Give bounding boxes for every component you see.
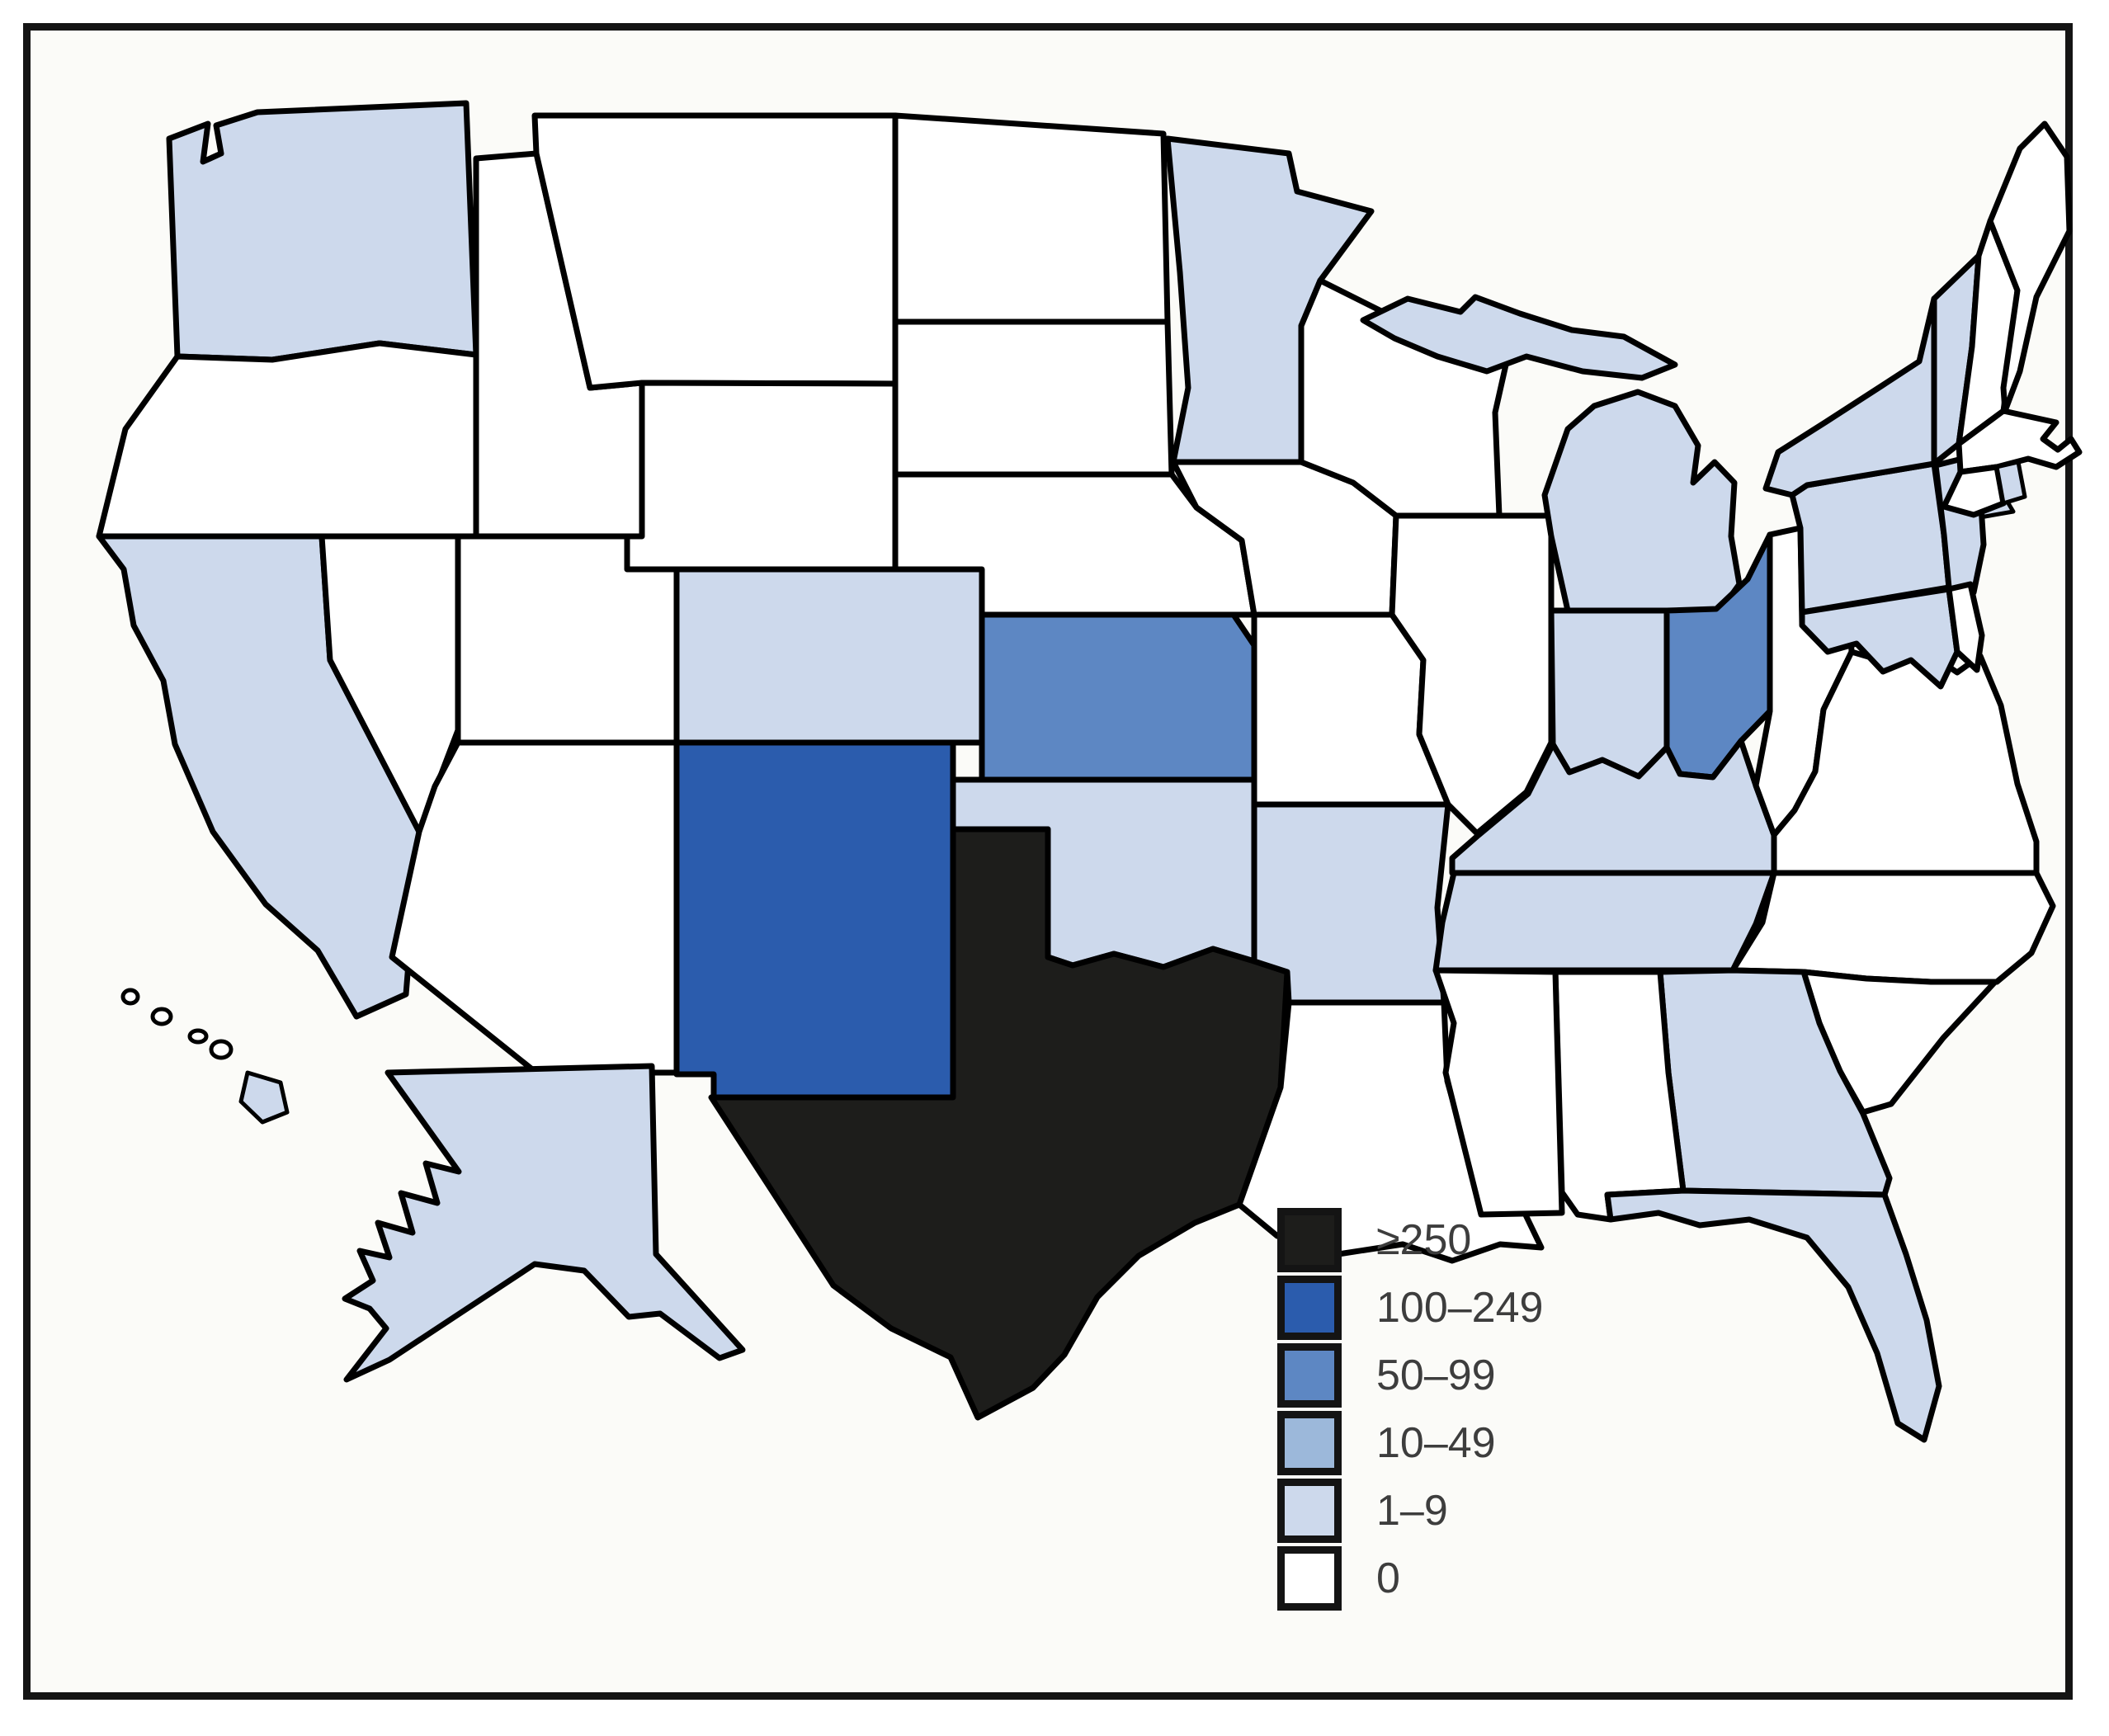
state-nd — [892, 112, 1171, 325]
legend-label-0: 0 — [1376, 1554, 1400, 1602]
legend-label-250+: ≥250 — [1376, 1216, 1472, 1264]
legend-row-50-99: 50–99 — [1277, 1342, 1739, 1409]
state-ut — [455, 533, 680, 746]
legend-row-0: 0 — [1277, 1545, 1739, 1612]
state-ct — [1941, 464, 2007, 518]
states-layer — [96, 100, 2083, 1443]
state-ar — [1251, 801, 1451, 1006]
state-mi-lower-peninsula — [1541, 389, 1743, 614]
state-nc — [1729, 870, 2056, 985]
state-sd — [892, 318, 1175, 478]
state-ks — [979, 611, 1257, 783]
state-wy — [624, 380, 899, 573]
state-tx — [708, 826, 1290, 1421]
legend-swatch-10-49 — [1277, 1411, 1342, 1475]
state-or — [96, 340, 479, 540]
state-ny — [1762, 295, 1937, 498]
state-wa — [166, 100, 479, 363]
state-fl — [1604, 1187, 1942, 1443]
legend-row-10-49: 10–49 — [1277, 1409, 1739, 1477]
state-mi-upper-peninsula — [1360, 294, 1678, 381]
state-tn — [1432, 870, 1777, 974]
state-ri — [1994, 460, 2027, 506]
state-de — [1946, 581, 1985, 673]
legend-swatch-1-9 — [1277, 1479, 1342, 1543]
state-hi-kauai — [120, 988, 140, 1006]
legend-row-100-249: 100–249 — [1277, 1274, 1739, 1342]
map-legend: ≥250 100–249 50–99 10–49 1–9 0 — [1277, 1206, 1739, 1612]
legend-swatch-50-99 — [1277, 1343, 1342, 1408]
state-nm — [673, 739, 956, 1101]
legend-label-1-9: 1–9 — [1376, 1487, 1448, 1535]
state-az — [389, 739, 680, 1076]
state-hi-molokai — [187, 1028, 209, 1045]
state-ak — [342, 1063, 746, 1383]
state-mt — [531, 112, 899, 391]
state-hi-maui — [209, 1039, 234, 1060]
state-me — [1987, 120, 2073, 414]
legend-swatch-100-249 — [1277, 1276, 1342, 1340]
state-hi-big-island — [238, 1070, 290, 1125]
legend-row-1-9: 1–9 — [1277, 1477, 1739, 1545]
legend-row-250+: ≥250 — [1277, 1206, 1739, 1274]
state-hi-oahu — [150, 1007, 173, 1026]
legend-label-10-49: 10–49 — [1376, 1419, 1496, 1467]
state-co — [673, 566, 985, 746]
state-in — [1548, 607, 1670, 780]
state-ms — [1432, 967, 1565, 1218]
legend-swatch-0 — [1277, 1546, 1342, 1611]
legend-swatch-250+ — [1277, 1208, 1342, 1272]
state-al — [1552, 969, 1687, 1223]
legend-label-100-249: 100–249 — [1376, 1284, 1544, 1332]
legend-label-50-99: 50–99 — [1376, 1352, 1496, 1399]
